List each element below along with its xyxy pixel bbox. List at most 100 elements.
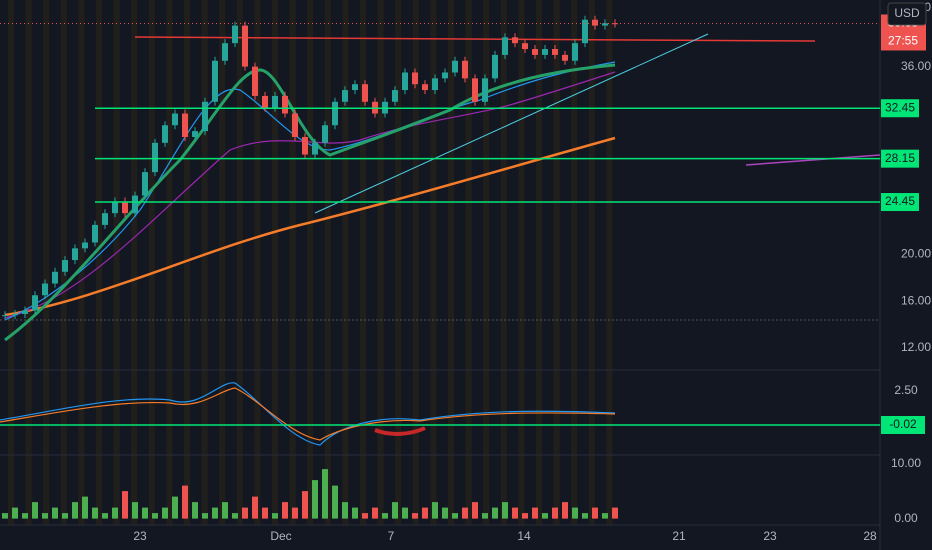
lower-bar (52, 507, 58, 519)
lower-bar (412, 513, 418, 519)
candle (212, 60, 218, 102)
candle (442, 72, 448, 79)
level-label: 32.45 (885, 100, 915, 114)
candle (292, 113, 298, 137)
date-label: 7 (388, 529, 395, 543)
candle (402, 72, 408, 91)
candle (242, 25, 248, 67)
currency: USD (894, 6, 920, 20)
candle (472, 78, 478, 102)
lower-bar (462, 507, 468, 519)
candle (192, 131, 198, 137)
lower-bar (182, 485, 188, 519)
moving-average (4, 71, 616, 319)
level-tag (881, 193, 919, 212)
candle (22, 310, 28, 314)
candle (182, 113, 188, 137)
candle (332, 101, 338, 126)
macd-level-tag (881, 416, 925, 434)
session-stripe (500, 0, 507, 525)
lower-bar (372, 507, 378, 519)
session-stripe (571, 0, 578, 525)
session-stripe (131, 0, 138, 525)
lower-bar (302, 491, 308, 519)
lower-bar (602, 513, 608, 519)
lower-bar (502, 502, 508, 519)
purple-line (745, 154, 881, 166)
candle (2, 315, 8, 317)
lower-bar (432, 502, 438, 519)
candle (272, 95, 278, 108)
price-tick-label: 20.00 (901, 246, 931, 260)
macd-line (0, 382, 616, 446)
candle (132, 195, 138, 214)
date-label: 23 (763, 529, 777, 543)
session-stripe (360, 0, 366, 525)
lower-bar (522, 513, 528, 519)
lower-bar (232, 513, 238, 519)
candle (12, 314, 18, 316)
candle (142, 172, 148, 196)
candle (552, 49, 558, 55)
session-stripe (377, 0, 384, 525)
candle (172, 113, 178, 126)
lower-bar (352, 507, 358, 519)
candle (522, 43, 528, 50)
candle (532, 49, 538, 55)
session-stripe (606, 0, 613, 525)
lower-bar (422, 507, 428, 519)
candle (422, 84, 428, 91)
candle (62, 260, 68, 272)
lower-bar (362, 513, 368, 519)
candle (462, 60, 468, 79)
macd-level-label: -0.02 (889, 417, 917, 431)
candle (602, 23, 608, 26)
candle (612, 23, 618, 25)
candle (42, 283, 48, 296)
lower-bar (172, 496, 178, 519)
candle (232, 25, 238, 44)
lower-bar (452, 513, 458, 519)
candle (202, 101, 208, 132)
candle (352, 84, 358, 91)
resistance-line (134, 36, 816, 42)
candle (322, 125, 328, 143)
session-stripe (254, 0, 261, 525)
lower-bar (72, 502, 78, 519)
candle (52, 271, 58, 284)
lower-bar (382, 513, 388, 519)
lower-bar (262, 507, 268, 519)
candle (542, 49, 548, 55)
moving-average (4, 61, 616, 321)
price-tick-label: 12.00 (901, 340, 931, 354)
session-stripe (307, 0, 314, 525)
candle (162, 125, 168, 143)
lower-bar (32, 502, 38, 519)
date-label: Dec (270, 529, 291, 543)
lower-bar (132, 502, 138, 519)
currency-box[interactable] (887, 2, 927, 26)
lower-bar (442, 507, 448, 519)
signal-line (0, 387, 616, 441)
lower-bar (252, 496, 258, 519)
lower-bar (202, 513, 208, 519)
lower-bar (342, 502, 348, 519)
candle (562, 54, 568, 61)
level-tag (881, 149, 919, 168)
level-label: 24.45 (885, 194, 915, 208)
candle (412, 72, 418, 85)
candle (252, 66, 258, 96)
candle (92, 224, 98, 243)
lower-bar (332, 485, 338, 519)
lower-bar (192, 502, 198, 519)
trend-line (314, 33, 709, 214)
candle (492, 54, 498, 79)
candle (82, 242, 88, 249)
lower-bar (222, 502, 228, 519)
candle (302, 136, 308, 155)
session-stripe (412, 0, 419, 525)
lower-bar (472, 502, 478, 519)
lower-bar (532, 507, 538, 519)
session-stripe (588, 0, 595, 525)
lower-bar (552, 507, 558, 519)
